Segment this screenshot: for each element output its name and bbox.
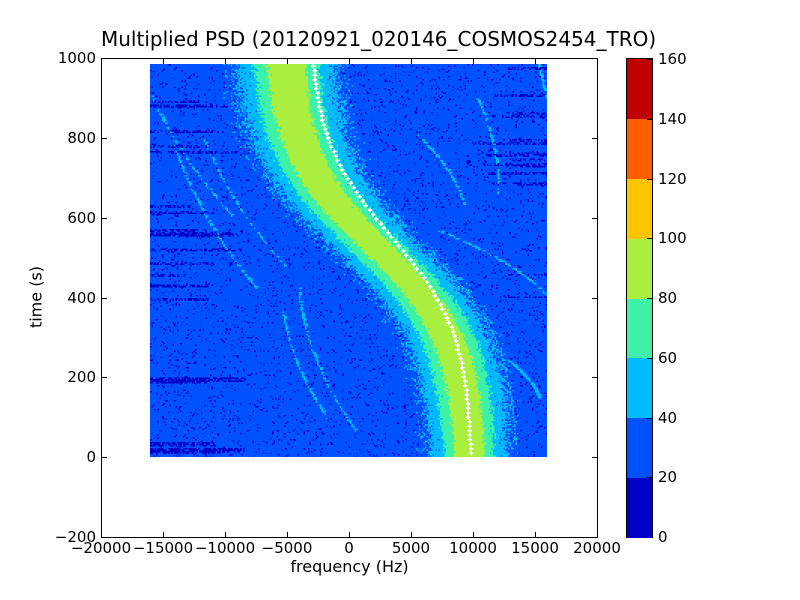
x-tick-mark-top: [597, 59, 598, 64]
y-tick-mark-right: [592, 537, 597, 538]
x-tick-mark-top: [535, 59, 536, 64]
colorbar-tick-label: 160: [658, 50, 687, 68]
y-tick-mark: [102, 58, 107, 59]
colorbar-tick-label: 140: [658, 110, 687, 128]
y-tick-mark: [102, 298, 107, 299]
heatmap-image: [150, 64, 547, 457]
x-tick-label: −15000: [132, 539, 194, 557]
y-tick-label: 800: [67, 129, 96, 147]
x-tick-mark: [225, 532, 226, 537]
y-tick-mark-right: [592, 218, 597, 219]
colorbar-tick-label: 80: [658, 289, 678, 307]
y-tick-label: 200: [67, 368, 96, 386]
x-tick-label: 20000: [573, 539, 621, 557]
x-axis-label: frequency (Hz): [290, 557, 409, 576]
colorbar-tick-mark: [647, 238, 652, 239]
y-tick-mark-right: [592, 457, 597, 458]
y-tick-mark: [102, 377, 107, 378]
colorbar-segment: [627, 417, 652, 478]
x-tick-mark: [597, 532, 598, 537]
colorbar-tick-mark: [647, 119, 652, 120]
colorbar-tick-mark: [647, 358, 652, 359]
colorbar-tick-label: 120: [658, 170, 687, 188]
colorbar-tick-label: 20: [658, 468, 678, 486]
x-tick-mark-top: [473, 59, 474, 64]
colorbar-tick-label: 100: [658, 229, 687, 247]
colorbar-tick-mark: [647, 418, 652, 419]
x-tick-label: −5000: [261, 539, 313, 557]
y-tick-label: 0: [86, 448, 96, 466]
colorbar-tick-mark: [647, 179, 652, 180]
y-tick-label: 1000: [57, 49, 96, 67]
colorbar-segment: [627, 238, 652, 299]
y-tick-mark-right: [592, 138, 597, 139]
x-tick-label: −10000: [194, 539, 256, 557]
y-tick-mark: [102, 138, 107, 139]
y-tick-mark: [102, 537, 107, 538]
x-tick-mark: [473, 532, 474, 537]
colorbar-segment: [627, 357, 652, 418]
x-tick-mark: [411, 532, 412, 537]
y-tick-mark-right: [592, 58, 597, 59]
x-tick-mark: [101, 532, 102, 537]
colorbar-tick-mark: [647, 298, 652, 299]
colorbar-segment: [627, 118, 652, 179]
x-tick-label: 0: [344, 539, 354, 557]
y-tick-label: 600: [67, 209, 96, 227]
colorbar-segment: [627, 178, 652, 239]
chart-title: Multiplied PSD (20120921_020146_COSMOS24…: [101, 27, 657, 51]
x-tick-mark: [535, 532, 536, 537]
colorbar-tick-label: 40: [658, 409, 678, 427]
colorbar-tick-label: 0: [658, 528, 668, 546]
x-tick-mark: [349, 532, 350, 537]
x-tick-mark-top: [411, 59, 412, 64]
colorbar-segment: [627, 477, 652, 538]
colorbar-segment: [627, 298, 652, 359]
y-tick-mark-right: [592, 377, 597, 378]
colorbar: [626, 58, 653, 538]
y-tick-mark: [102, 218, 107, 219]
y-tick-mark: [102, 457, 107, 458]
colorbar-tick-label: 60: [658, 349, 678, 367]
axes-frame: [101, 58, 598, 538]
x-tick-mark-top: [163, 59, 164, 64]
colorbar-segment: [627, 59, 652, 120]
x-tick-mark-top: [225, 59, 226, 64]
colorbar-tick-mark: [647, 477, 652, 478]
y-tick-mark-right: [592, 298, 597, 299]
x-tick-mark-top: [101, 59, 102, 64]
x-tick-mark: [163, 532, 164, 537]
x-tick-label: 15000: [511, 539, 559, 557]
x-tick-mark-top: [287, 59, 288, 64]
x-tick-mark: [287, 532, 288, 537]
x-tick-label: 5000: [391, 539, 431, 557]
x-tick-label: −20000: [70, 539, 132, 557]
y-tick-label: −200: [54, 528, 96, 546]
colorbar-tick-mark: [647, 59, 652, 60]
y-tick-label: 400: [67, 289, 96, 307]
x-tick-label: 10000: [449, 539, 497, 557]
x-tick-mark-top: [349, 59, 350, 64]
